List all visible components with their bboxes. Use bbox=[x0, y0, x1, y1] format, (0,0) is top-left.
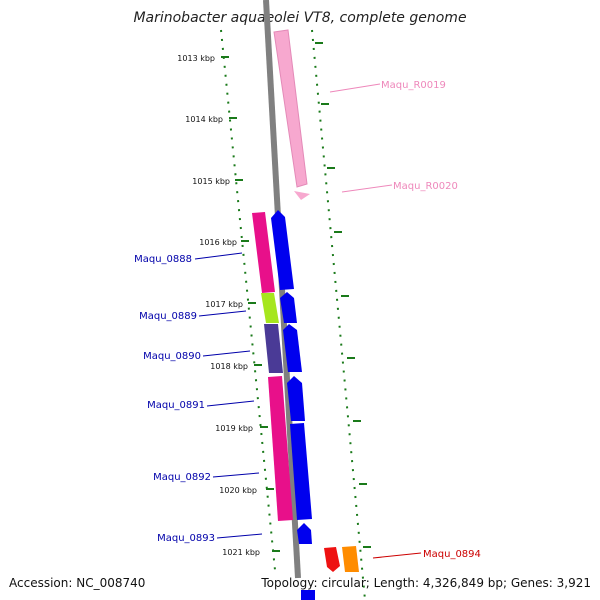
gene-label[interactable]: Maqu_0893 bbox=[157, 533, 215, 544]
gene-orange-feature[interactable] bbox=[342, 546, 359, 572]
tick-label: 1016 kbp bbox=[199, 238, 237, 247]
inner-major-ticks bbox=[221, 56, 280, 552]
tick-label: 1015 kbp bbox=[192, 177, 230, 186]
gene-label[interactable]: Maqu_0889 bbox=[139, 311, 197, 322]
gene-Maqu_0890-inner[interactable] bbox=[264, 324, 283, 373]
gene-bottom-stub[interactable] bbox=[301, 590, 315, 600]
map-title: Marinobacter aquaeolei VT8, complete gen… bbox=[133, 10, 466, 26]
accession-text: Accession: NC_008740 bbox=[9, 576, 146, 590]
gene-Maqu_0889-inner[interactable] bbox=[261, 293, 279, 323]
gene-label[interactable]: Maqu_0890 bbox=[143, 351, 201, 362]
outer-tick-ring bbox=[311, 29, 366, 600]
gene-Maqu_0894[interactable] bbox=[324, 547, 340, 572]
gene-Maqu_0888-inner[interactable] bbox=[252, 212, 275, 293]
gene-Maqu_0888[interactable] bbox=[271, 210, 294, 290]
tick-label: 1017 kbp bbox=[205, 300, 243, 309]
genome-summary-text: Topology: circular; Length: 4,326,849 bp… bbox=[261, 576, 591, 590]
gene-label[interactable]: Maqu_0888 bbox=[134, 254, 192, 265]
callout-line bbox=[341, 184, 393, 193]
gene-Maqu_0891[interactable] bbox=[287, 376, 305, 421]
callout-line bbox=[216, 533, 263, 539]
gene-Maqu_0892[interactable] bbox=[290, 423, 312, 520]
gene-Maqu_0893[interactable] bbox=[297, 523, 312, 544]
tick-label: 1013 kbp bbox=[177, 54, 215, 63]
tick-label: 1021 kbp bbox=[222, 548, 260, 557]
callout-line bbox=[372, 552, 422, 559]
gene-Maqu_0889[interactable] bbox=[280, 292, 297, 323]
gene-Maqu_R0020[interactable] bbox=[294, 191, 310, 200]
callout-line bbox=[212, 472, 260, 478]
gene-Maqu_0890[interactable] bbox=[283, 324, 302, 372]
inner-tick-ring bbox=[220, 29, 276, 571]
callout-line bbox=[198, 310, 247, 317]
callout-line bbox=[194, 252, 243, 260]
tick-label: 1020 kbp bbox=[219, 486, 257, 495]
gene-label[interactable]: Maqu_0894 bbox=[423, 549, 481, 560]
callout-line bbox=[202, 350, 251, 357]
callout-line bbox=[329, 83, 381, 93]
tick-label: 1014 kbp bbox=[185, 115, 223, 124]
gene-label[interactable]: Maqu_0891 bbox=[147, 400, 205, 411]
gene-Maqu_R0019[interactable] bbox=[273, 29, 308, 188]
outer-major-ticks bbox=[315, 42, 371, 548]
callout-line bbox=[206, 400, 255, 407]
tick-label: 1019 kbp bbox=[215, 424, 253, 433]
gene-Maqu_0891-0892-inner[interactable] bbox=[268, 376, 293, 521]
gene-label[interactable]: Maqu_R0020 bbox=[393, 181, 458, 192]
gene-label[interactable]: Maqu_0892 bbox=[153, 472, 211, 483]
gene-label[interactable]: Maqu_R0019 bbox=[381, 80, 446, 91]
tick-label: 1018 kbp bbox=[210, 362, 248, 371]
